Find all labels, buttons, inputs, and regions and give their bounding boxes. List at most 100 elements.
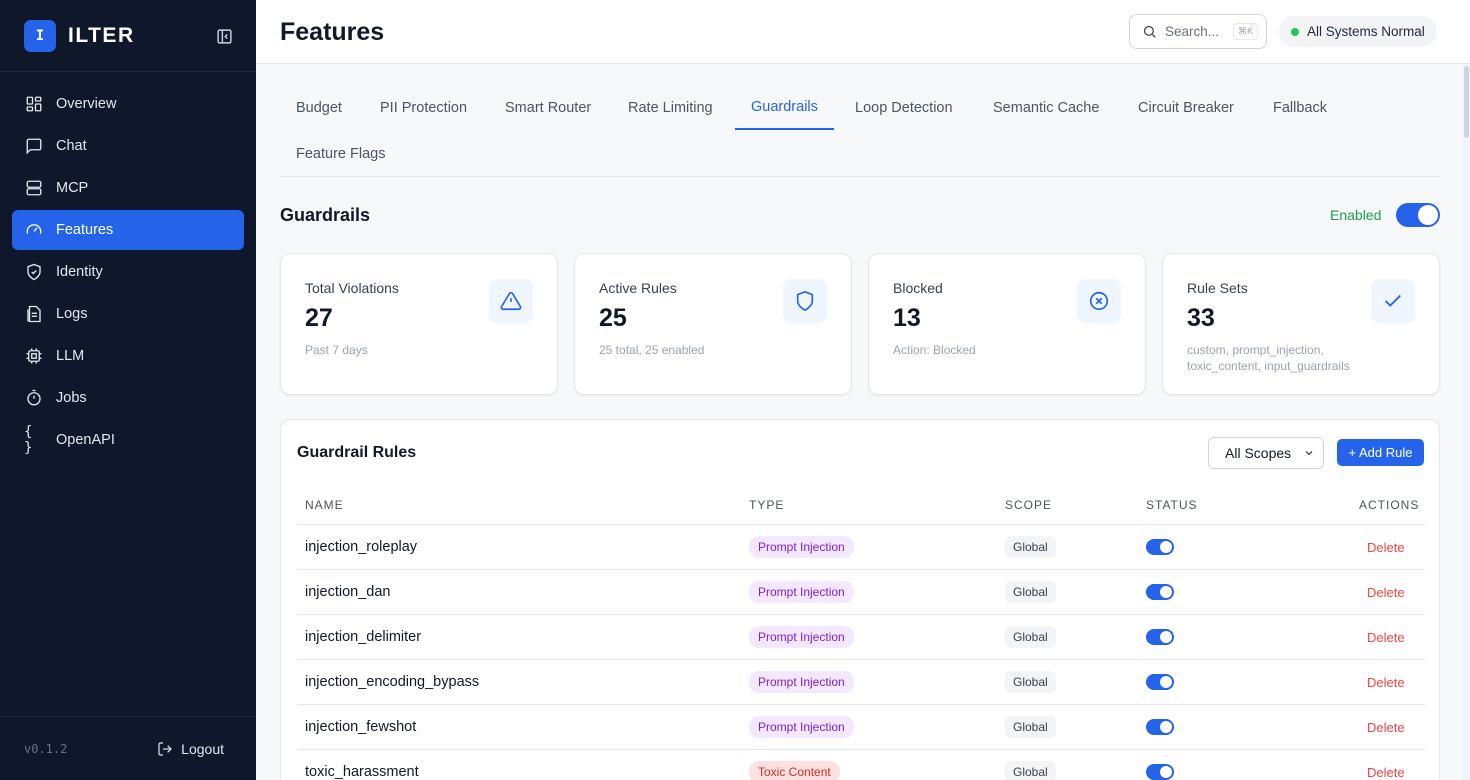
rule-status-toggle[interactable] (1146, 629, 1174, 645)
stat-label: Rule Sets (1187, 280, 1248, 296)
chat-icon (24, 136, 44, 156)
sidebar-item-label: LLM (56, 348, 85, 364)
sidebar-item-identity[interactable]: Identity (12, 252, 244, 292)
rule-status-toggle[interactable] (1146, 674, 1174, 690)
shield-icon (783, 279, 827, 323)
table-header-divider (297, 524, 1425, 525)
stat-label: Total Violations (305, 280, 399, 296)
type-cell: Prompt Injection (749, 615, 854, 659)
table-row: toxic_harassment Toxic Content Global De… (297, 750, 1425, 780)
tab-loop-detection[interactable]: Loop Detection (855, 100, 953, 116)
table-row: injection_roleplay Prompt Injection Glob… (297, 525, 1425, 570)
sidebar-item-label: Chat (56, 138, 87, 154)
search-placeholder: Search... (1165, 24, 1220, 39)
table-row: injection_fewshot Prompt Injection Globa… (297, 705, 1425, 750)
stat-subtext: custom, prompt_injection, toxic_content,… (1187, 343, 1350, 373)
stat-value: 25 (599, 304, 627, 332)
sidebar-item-chat[interactable]: Chat (12, 126, 244, 166)
tab-pii-protection[interactable]: PII Protection (380, 100, 468, 116)
rule-status-toggle[interactable] (1146, 584, 1174, 600)
scope-filter-value: All Scopes (1225, 445, 1292, 461)
enabled-label: Enabled (1330, 207, 1382, 223)
page-title: Features (280, 18, 385, 46)
system-status-badge: All Systems Normal (1279, 16, 1437, 47)
delete-button[interactable]: Delete (1367, 719, 1405, 735)
type-cell: Prompt Injection (749, 705, 854, 749)
type-badge: Prompt Injection (749, 716, 854, 738)
grid-icon (24, 94, 44, 114)
sidebar-item-label: Features (56, 222, 114, 238)
rule-status-toggle[interactable] (1146, 764, 1174, 780)
status-cell (1146, 750, 1174, 780)
brand-name: ILTER (68, 23, 135, 47)
table-row: injection_delimiter Prompt Injection Glo… (297, 615, 1425, 660)
sidebar-item-label: Logs (56, 306, 88, 322)
sidebar-item-llm[interactable]: LLM (12, 336, 244, 376)
stat-card-rule-sets: Rule Sets 33 custom, prompt_injection, t… (1162, 253, 1440, 395)
column-header-status: STATUS (1146, 498, 1198, 512)
status-cell (1146, 525, 1174, 569)
stat-subtext: 25 total, 25 enabled (599, 343, 705, 357)
rule-status-toggle[interactable] (1146, 539, 1174, 555)
shield-icon (24, 262, 44, 282)
sidebar-item-mcp[interactable]: MCP (12, 168, 244, 208)
status-cell (1146, 615, 1174, 659)
guardrails-enabled-toggle[interactable] (1396, 203, 1440, 227)
x-circle-icon (1077, 279, 1121, 323)
sidebar-collapse-icon[interactable] (214, 26, 234, 46)
tab-budget[interactable]: Budget (296, 100, 342, 116)
scope-badge: Global (1005, 581, 1056, 603)
scope-cell: Global (1005, 570, 1056, 614)
scope-cell: Global (1005, 525, 1056, 569)
check-icon (1371, 279, 1415, 323)
tab-rate-limiting[interactable]: Rate Limiting (628, 100, 713, 116)
type-cell: Prompt Injection (749, 525, 854, 569)
toggle-knob (1418, 205, 1438, 225)
stat-card-total-violations: Total Violations 27 Past 7 days (280, 253, 558, 395)
tab-circuit-breaker[interactable]: Circuit Breaker (1138, 100, 1234, 116)
tab-guardrails[interactable]: Guardrails (735, 86, 834, 130)
logout-button[interactable]: Logout (157, 741, 224, 757)
delete-button[interactable]: Delete (1367, 674, 1405, 690)
sidebar-item-jobs[interactable]: Jobs (12, 378, 244, 418)
stat-label: Active Rules (599, 280, 677, 296)
rule-status-toggle[interactable] (1146, 719, 1174, 735)
sidebar-item-features[interactable]: Features (12, 210, 244, 250)
tab-feature-flags[interactable]: Feature Flags (296, 146, 386, 162)
sidebar-nav: Overview Chat MCP Features Identity Logs… (0, 72, 256, 474)
column-header-type: TYPE (749, 498, 785, 512)
rule-name: toxic_harassment (305, 764, 419, 780)
search-input[interactable]: Search... ⌘K (1129, 14, 1267, 49)
delete-button[interactable]: Delete (1367, 629, 1405, 645)
section-title: Guardrails (280, 205, 371, 225)
type-cell: Prompt Injection (749, 660, 854, 704)
tab-fallback[interactable]: Fallback (1273, 100, 1327, 116)
sidebar-item-logs[interactable]: Logs (12, 294, 244, 334)
sidebar-item-overview[interactable]: Overview (12, 84, 244, 124)
sidebar-item-label: Jobs (56, 390, 87, 406)
toggle-knob (1160, 541, 1172, 553)
delete-button[interactable]: Delete (1367, 584, 1405, 600)
tab-semantic-cache[interactable]: Semantic Cache (993, 100, 1100, 116)
toggle-knob (1160, 766, 1172, 778)
page-scrollbar[interactable] (1462, 64, 1470, 780)
scrollbar-thumb[interactable] (1464, 66, 1469, 138)
type-badge: Prompt Injection (749, 581, 854, 603)
scope-badge: Global (1005, 761, 1056, 780)
table-row: injection_encoding_bypass Prompt Injecti… (297, 660, 1425, 705)
logout-icon (158, 741, 173, 756)
add-rule-button[interactable]: + Add Rule (1337, 439, 1424, 466)
app-version: v0.1.2 (24, 741, 68, 756)
sidebar-footer: v0.1.2 Logout (0, 716, 256, 780)
tab-smart-router[interactable]: Smart Router (505, 100, 592, 116)
delete-button[interactable]: Delete (1367, 539, 1405, 555)
delete-button[interactable]: Delete (1367, 764, 1405, 780)
guardrail-rules-panel: Guardrail Rules All Scopes + Add Rule NA… (280, 419, 1440, 780)
sidebar-item-openapi[interactable]: { } OpenAPI (12, 420, 244, 460)
document-icon (24, 304, 44, 324)
toggle-knob (1160, 586, 1172, 598)
scope-filter-select[interactable]: All Scopes (1208, 437, 1324, 469)
rule-name: injection_encoding_bypass (305, 674, 480, 690)
stat-value: 33 (1187, 304, 1215, 332)
scope-badge: Global (1005, 536, 1056, 558)
